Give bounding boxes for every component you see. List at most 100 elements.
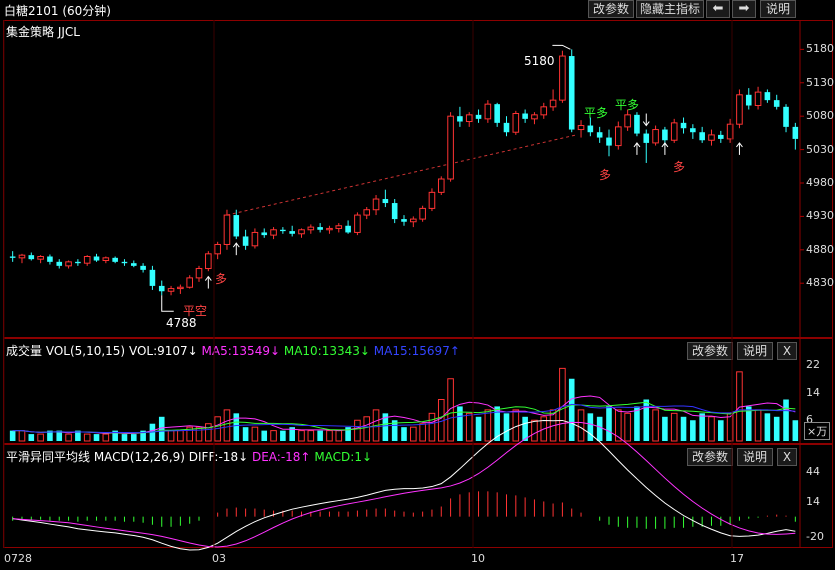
indicator-name: 集金策略 JJCL [6,25,80,39]
volume-bar [28,434,35,441]
volume-unit: ×万 [804,422,831,440]
main-y-tick-label: 5030 [806,142,834,156]
candle-body [326,227,333,231]
candle-body [457,116,463,122]
macd-help-button[interactable]: 说明 [737,448,773,466]
volume-bar [223,409,231,442]
volume-bar [47,430,53,441]
prev-arrow-icon[interactable]: ⬅ [706,0,730,18]
main-y-tick-label: 5180 [806,42,834,56]
volume-bar [606,406,612,441]
candle-body [214,243,221,255]
volume-bar [298,430,305,442]
volume-bar [773,416,780,441]
macd-y-tick-label: 44 [806,465,820,479]
volume-close-button[interactable]: X [777,342,797,360]
candle-body [354,214,361,233]
candle-body [484,103,492,120]
candle-body [93,256,100,261]
macd-params-button[interactable]: 改参数 [687,448,733,466]
signal-long-3: 多 [673,160,686,174]
volume-bar [18,430,26,442]
volume-bar [457,406,463,441]
volume-y-tick-label: 14 [806,385,820,399]
macd-close-button[interactable]: X [777,448,797,466]
candle-body [437,178,445,193]
candle-body [596,132,603,138]
main-y-tick-label: 4880 [806,242,834,256]
volume-bar [447,378,454,442]
candle-body [475,114,482,119]
hide-main-indicator-button[interactable]: 隐藏主指标 [636,0,704,18]
candle-body [494,104,500,123]
candle-body [363,209,371,216]
main-y-tick-label: 5080 [806,109,834,123]
volume-bar [37,433,44,442]
candle-body [298,229,305,235]
candle-body [167,288,175,292]
candle-body [587,125,594,133]
candle-body [670,122,678,141]
candle-body [289,231,295,234]
candle-body [121,261,128,264]
candle-body [345,225,351,233]
candle-body [503,122,510,133]
volume-bar [261,430,268,441]
params-button[interactable]: 改参数 [588,0,634,18]
volume-bar [754,409,762,442]
signal-close-long-2: 平多 [615,98,640,112]
volume-bar [465,412,473,442]
volume-bar [699,413,705,441]
volume-bar [317,430,323,441]
candle-body [736,94,743,125]
candle-body [270,229,277,236]
help-button[interactable]: 说明 [760,0,796,18]
candle-body [28,255,35,260]
candle-body [540,106,548,116]
volume-help-button[interactable]: 说明 [737,342,773,360]
candle-body [549,99,557,108]
candle-body [634,114,640,134]
volume-ma15-line [12,403,796,434]
volume-bar [522,416,528,441]
volume-bar [130,434,137,441]
macd-y-tick-label: -20 [806,529,824,543]
candle-body [102,257,110,262]
high-marker [552,44,571,50]
candle-body [186,277,193,288]
candle-body [149,269,156,286]
volume-header: 成交量 VOL(5,10,15) VOL:9107↓ MA5:13549↓ MA… [6,342,460,359]
trend-line [226,134,577,216]
candle-body [652,129,659,144]
candle-body [662,129,668,141]
candle-body [382,199,389,204]
volume-bar [484,409,492,442]
candle-body [690,128,696,133]
main-y-tick-label: 4830 [806,276,834,290]
candle-body [568,56,575,130]
main-y-tick-label: 5130 [806,75,834,89]
volume-bar [195,426,203,442]
signal-arrow-head [736,142,743,148]
signal-arrow-head [661,142,669,148]
volume-bar [140,430,146,441]
candle-body [195,268,203,279]
candle-body [9,256,16,258]
candle-body [643,133,650,143]
volume-y-tick-label: 6 [806,413,813,427]
candle-body [559,55,566,101]
candle-body [773,100,780,107]
volume-bar [270,430,277,442]
candle-body [754,91,762,106]
candle-body [391,203,398,220]
volume-bar [708,416,715,442]
candle-body [419,207,426,220]
volume-bar [634,406,640,441]
candle-body [783,106,789,127]
volume-bar [662,416,668,441]
next-arrow-icon[interactable]: ➡ [732,0,756,18]
volume-value: VOL:9107↓ [128,344,198,358]
signal-close-short: 平空 [183,304,208,318]
high-price-label: 5180 [524,54,555,68]
